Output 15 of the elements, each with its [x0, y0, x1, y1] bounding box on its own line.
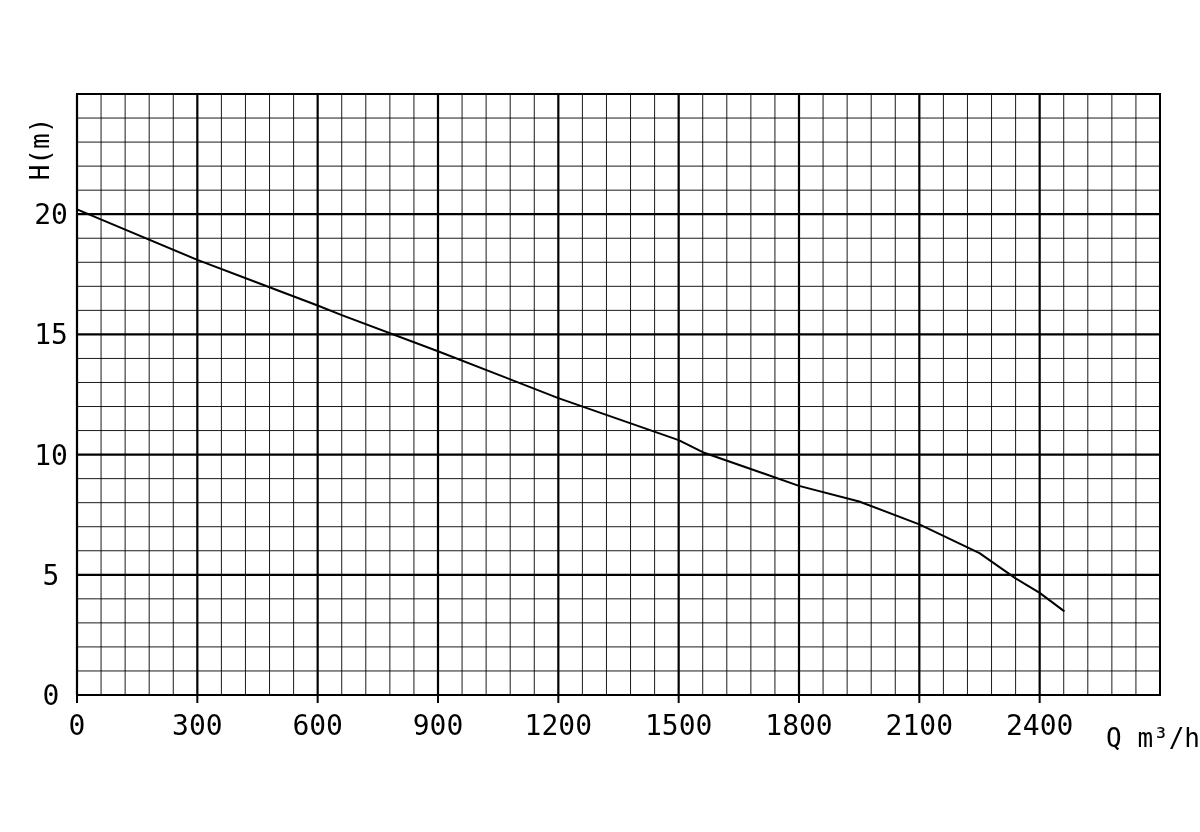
x-tick-label: 2400 — [1005, 709, 1074, 742]
x-tick-label: 2100 — [885, 709, 954, 742]
y-tick-label: 15 — [34, 318, 68, 352]
x-tick-label: 600 — [292, 709, 343, 742]
y-tick-label: 0 — [42, 679, 60, 712]
y-tick-label: 10 — [34, 438, 68, 472]
x-tick-label: 900 — [412, 709, 464, 742]
x-tick-label: 1500 — [644, 709, 713, 742]
y-axis-title: H(m) — [25, 117, 55, 181]
y-tick-label: 20 — [34, 198, 68, 232]
x-tick-label: 300 — [172, 709, 223, 742]
x-tick-label: 1200 — [524, 709, 593, 742]
y-tick-label: 5 — [42, 558, 60, 592]
x-axis-title: Q m³/h — [1106, 723, 1200, 753]
x-tick-label: 1800 — [765, 709, 833, 742]
